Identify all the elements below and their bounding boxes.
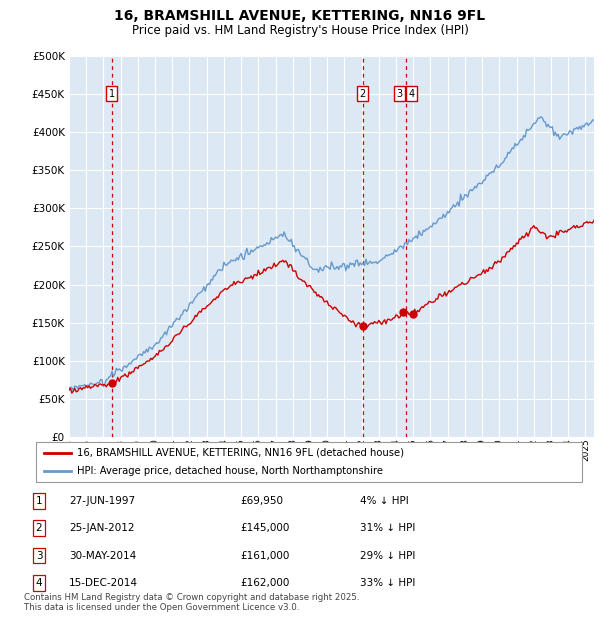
FancyBboxPatch shape xyxy=(36,442,582,482)
Text: 1: 1 xyxy=(35,496,43,506)
Text: 31% ↓ HPI: 31% ↓ HPI xyxy=(360,523,415,533)
Text: 2: 2 xyxy=(35,523,43,533)
Text: 30-MAY-2014: 30-MAY-2014 xyxy=(69,551,136,560)
Text: 1: 1 xyxy=(109,89,115,99)
Text: 16, BRAMSHILL AVENUE, KETTERING, NN16 9FL: 16, BRAMSHILL AVENUE, KETTERING, NN16 9F… xyxy=(115,9,485,24)
Text: 2: 2 xyxy=(360,89,366,99)
Text: 27-JUN-1997: 27-JUN-1997 xyxy=(69,496,135,506)
Text: £162,000: £162,000 xyxy=(240,578,289,588)
Text: 4: 4 xyxy=(35,578,43,588)
Text: 16, BRAMSHILL AVENUE, KETTERING, NN16 9FL (detached house): 16, BRAMSHILL AVENUE, KETTERING, NN16 9F… xyxy=(77,448,404,458)
Text: £145,000: £145,000 xyxy=(240,523,289,533)
Text: 15-DEC-2014: 15-DEC-2014 xyxy=(69,578,138,588)
Text: HPI: Average price, detached house, North Northamptonshire: HPI: Average price, detached house, Nort… xyxy=(77,466,383,477)
Text: 3: 3 xyxy=(35,551,43,560)
Text: £161,000: £161,000 xyxy=(240,551,289,560)
Text: 25-JAN-2012: 25-JAN-2012 xyxy=(69,523,134,533)
Text: 33% ↓ HPI: 33% ↓ HPI xyxy=(360,578,415,588)
Text: 4: 4 xyxy=(409,89,415,99)
Text: £69,950: £69,950 xyxy=(240,496,283,506)
Text: 4% ↓ HPI: 4% ↓ HPI xyxy=(360,496,409,506)
Text: 3: 3 xyxy=(397,89,403,99)
Text: Contains HM Land Registry data © Crown copyright and database right 2025.
This d: Contains HM Land Registry data © Crown c… xyxy=(24,593,359,612)
Text: 29% ↓ HPI: 29% ↓ HPI xyxy=(360,551,415,560)
Text: Price paid vs. HM Land Registry's House Price Index (HPI): Price paid vs. HM Land Registry's House … xyxy=(131,24,469,37)
